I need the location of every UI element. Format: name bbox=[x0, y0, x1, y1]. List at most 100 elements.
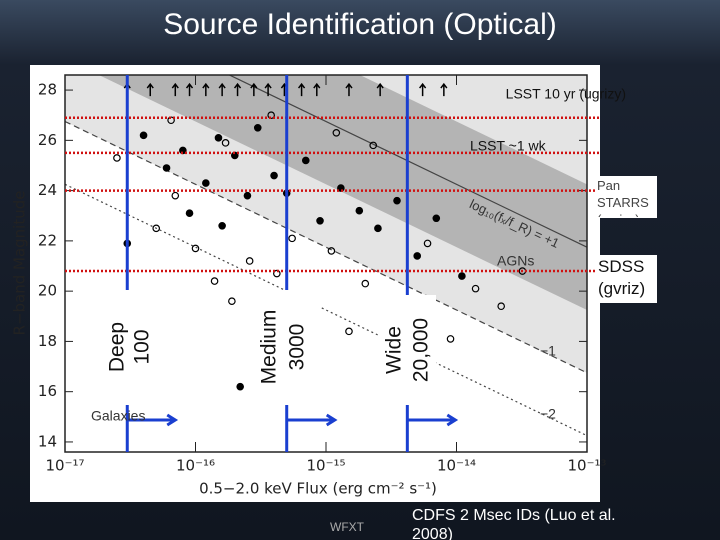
ratio-label: −2 bbox=[540, 406, 556, 422]
data-point bbox=[273, 269, 281, 278]
data-point bbox=[236, 382, 244, 391]
y-axis-label: R−band Magnitude bbox=[11, 191, 29, 336]
data-point bbox=[288, 234, 296, 243]
label-box bbox=[100, 290, 155, 405]
x-tick-label: 10⁻¹⁶ bbox=[176, 457, 215, 475]
data-point bbox=[267, 111, 275, 120]
label-box bbox=[255, 290, 320, 405]
y-tick-label: 20 bbox=[38, 282, 57, 300]
survey-arrow bbox=[286, 413, 338, 427]
limit-label: LSST 10 yr (ugrizy) bbox=[506, 86, 626, 102]
agn-region bbox=[98, 75, 587, 310]
x-tick-label: 10⁻¹³ bbox=[567, 457, 606, 475]
limit-label: SDSS (gvriz) bbox=[598, 257, 646, 298]
survey-arrow bbox=[407, 413, 459, 427]
data-point bbox=[332, 129, 341, 137]
region-label: Galaxies bbox=[91, 408, 145, 424]
slide-title: Source Identification (Optical) bbox=[163, 8, 557, 41]
data-point bbox=[214, 134, 223, 142]
x-tick-label: 10⁻¹⁴ bbox=[437, 457, 476, 475]
data-point bbox=[345, 327, 353, 336]
upper-limit bbox=[440, 82, 448, 97]
x-tick-label: 10⁻¹⁷ bbox=[45, 457, 84, 475]
data-point bbox=[432, 214, 441, 223]
upper-limit bbox=[297, 82, 306, 97]
data-point bbox=[497, 302, 505, 311]
label-box bbox=[595, 255, 657, 303]
data-point bbox=[393, 196, 401, 205]
plot: 14 16 18 20 22 24 26 28 10⁻¹⁷ 10⁻¹⁶ 10⁻¹⁵ 10⁻¹⁴ 10⁻¹… bbox=[38, 74, 607, 475]
upper-limit bbox=[218, 82, 226, 97]
upper-limit bbox=[146, 82, 154, 97]
data-point bbox=[458, 272, 466, 280]
data-point bbox=[253, 123, 262, 132]
data-point bbox=[327, 247, 336, 255]
survey-name: Medium bbox=[258, 310, 281, 385]
label-box bbox=[595, 176, 657, 218]
upper-limit bbox=[185, 82, 194, 97]
data-point bbox=[413, 252, 422, 260]
data-point bbox=[471, 284, 480, 293]
data-point bbox=[152, 224, 161, 233]
x-axis-label: 0.5−2.0 keV Flux (erg cm⁻² s⁻¹) bbox=[199, 480, 437, 498]
region-label: AGNs bbox=[497, 253, 534, 269]
ratio-line bbox=[65, 120, 587, 374]
limit-label: Pan STARRS (gvrizy) bbox=[597, 178, 649, 217]
y-tick-label: 18 bbox=[38, 332, 57, 350]
y-tick-label: 24 bbox=[38, 181, 57, 199]
survey-area: 100 bbox=[131, 329, 154, 364]
limit-label-box: Pan STARRS (gvrizy) bbox=[597, 178, 649, 217]
y-tick-label: 28 bbox=[38, 81, 57, 99]
ratio-line bbox=[228, 75, 587, 248]
data-point bbox=[185, 209, 194, 218]
label-box bbox=[380, 295, 436, 405]
upper-limit bbox=[419, 82, 427, 97]
data-point bbox=[374, 224, 382, 233]
upper-limit bbox=[171, 82, 179, 97]
data-point bbox=[301, 156, 310, 165]
data-point bbox=[423, 239, 432, 248]
limit-label: LSST ~1 wk bbox=[470, 138, 547, 154]
data-point bbox=[361, 279, 370, 288]
upper-limit bbox=[264, 82, 272, 97]
upper-limit bbox=[202, 82, 210, 97]
data-point bbox=[218, 222, 226, 230]
ratio-line bbox=[65, 183, 587, 437]
upper-limit bbox=[345, 82, 353, 97]
data-point bbox=[243, 191, 252, 200]
data-point bbox=[245, 257, 254, 265]
limit-label-box: SDSS (gvriz) bbox=[598, 257, 646, 298]
data-point bbox=[355, 206, 364, 215]
y-tick-label: 16 bbox=[38, 382, 57, 400]
y-tick-label: 22 bbox=[38, 231, 57, 249]
data-point bbox=[221, 139, 230, 147]
upper-limit bbox=[233, 82, 242, 97]
data-point bbox=[162, 164, 171, 172]
upper-limit bbox=[250, 82, 258, 97]
data-point bbox=[139, 131, 148, 140]
data-point bbox=[113, 154, 121, 162]
data-point bbox=[316, 216, 324, 225]
data-point bbox=[202, 179, 210, 187]
upper-limit bbox=[313, 82, 321, 97]
data-point bbox=[369, 141, 378, 150]
y-tick-label: 14 bbox=[38, 432, 57, 450]
upper-limit bbox=[376, 82, 384, 97]
footer: CDFS 2 Msec IDs (Luo et al. 2008) bbox=[412, 507, 616, 540]
survey-arrow bbox=[127, 413, 179, 427]
plot-area bbox=[65, 75, 587, 437]
data-point bbox=[210, 277, 219, 285]
x-tick-label: 10⁻¹⁵ bbox=[306, 457, 345, 475]
survey-area: 20,000 bbox=[410, 318, 433, 382]
data-point bbox=[446, 335, 455, 343]
footer-small: WFXT bbox=[330, 520, 365, 534]
survey-name: Deep bbox=[106, 322, 129, 372]
data-point bbox=[167, 116, 175, 125]
data-point bbox=[228, 297, 236, 306]
ratio-label: −1 bbox=[540, 343, 556, 359]
survey-name: Wide bbox=[383, 326, 406, 374]
footer-box: CDFS 2 Msec IDs (Luo et al. 2008) bbox=[412, 507, 616, 540]
data-point bbox=[270, 171, 278, 180]
survey-area: 3000 bbox=[286, 324, 309, 371]
